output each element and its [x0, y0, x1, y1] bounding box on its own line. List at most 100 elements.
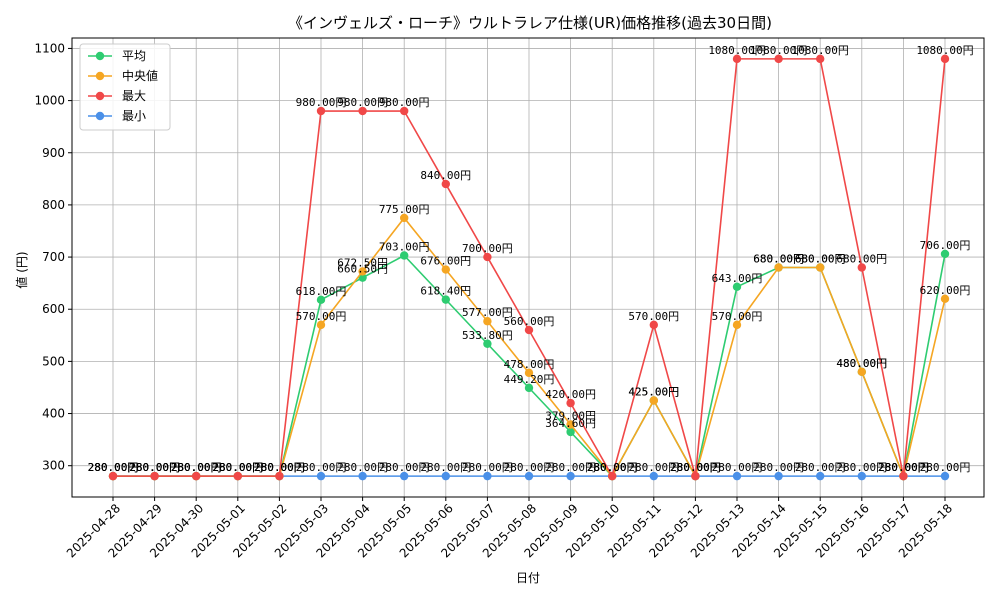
data-label: 280.00円 [212, 461, 263, 474]
data-label: 280.00円 [670, 461, 721, 474]
data-point [441, 265, 450, 274]
data-label: 280.00円 [337, 461, 388, 474]
data-point [441, 179, 450, 189]
legend-box [79, 43, 171, 131]
plot-frame [71, 37, 985, 498]
data-label: 420.00円 [545, 388, 596, 401]
y-tick-label: 700 [42, 250, 65, 264]
data-label: 533.80円 [462, 329, 513, 342]
y-tick-label: 800 [42, 198, 65, 212]
data-point [483, 471, 492, 481]
data-label: 280.00円 [587, 461, 638, 474]
data-label: 480.00円 [836, 357, 887, 370]
data-point [400, 471, 409, 481]
y-tick-label: 1100 [34, 41, 65, 55]
y-tick-label: 500 [42, 354, 65, 368]
data-point [649, 396, 658, 405]
data-point [816, 54, 825, 64]
data-label: 280.00円 [88, 461, 139, 474]
data-label: 680.00円 [836, 253, 887, 266]
data-label: 703.00円 [379, 241, 430, 254]
data-label: 280.00円 [254, 461, 305, 474]
data-label: 680.00円 [753, 253, 804, 266]
data-point [732, 54, 742, 64]
data-point [774, 471, 783, 481]
data-point [940, 54, 950, 64]
data-label: 706.00円 [920, 239, 971, 252]
data-label: 280.00円 [129, 461, 180, 474]
data-point [857, 367, 866, 377]
data-label: 280.00円 [129, 461, 180, 474]
data-label: 364.60円 [545, 417, 596, 430]
data-point [566, 398, 575, 408]
data-label: 700.00円 [462, 242, 513, 255]
y-tick-label: 600 [42, 302, 65, 316]
data-label: 643.00円 [712, 272, 763, 285]
data-labels: 280.00円280.00円280.00円280.00円280.00円280.0… [88, 44, 974, 474]
data-point [233, 471, 242, 481]
y-tick-label: 400 [42, 407, 65, 421]
data-label: 840.00円 [420, 169, 471, 182]
data-label: 280.00円 [670, 461, 721, 474]
data-label: 570.00円 [628, 310, 679, 323]
data-label: 280.00円 [129, 461, 180, 474]
data-label: 480.00円 [836, 357, 887, 370]
series-3 [108, 54, 950, 481]
data-point [691, 471, 700, 481]
data-label: 980.00円 [379, 96, 430, 109]
data-label: 379.00円 [545, 409, 596, 422]
data-label: 680.00円 [795, 253, 846, 266]
data-point [816, 263, 825, 272]
data-point [108, 471, 118, 481]
data-label: 618.40円 [420, 285, 471, 298]
data-label: 280.00円 [171, 461, 222, 474]
data-point [358, 106, 367, 116]
legend-label: 平均 [122, 49, 146, 63]
data-point [940, 471, 950, 481]
data-label: 280.00円 [878, 461, 929, 474]
data-point [524, 368, 534, 378]
data-label: 570.00円 [712, 310, 763, 323]
data-point [524, 325, 534, 335]
data-point [774, 54, 783, 64]
data-label: 577.00円 [462, 306, 513, 319]
data-label: 425.00円 [628, 386, 679, 399]
grid-lines [72, 38, 984, 497]
data-label: 280.00円 [171, 461, 222, 474]
data-point [316, 320, 326, 330]
data-label: 1080.00円 [916, 44, 973, 57]
data-label: 618.00円 [296, 285, 347, 298]
data-point [774, 263, 783, 272]
axes: 300400500600700800900100011002025-04-282… [34, 37, 985, 560]
data-label: 280.00円 [670, 461, 721, 474]
data-label: 280.00円 [795, 461, 846, 474]
data-label: 280.00円 [88, 461, 139, 474]
data-point [316, 471, 326, 481]
data-label: 280.00円 [254, 461, 305, 474]
data-point [150, 471, 159, 481]
data-point [649, 471, 658, 481]
data-label: 280.00円 [504, 461, 555, 474]
data-label: 680.00円 [753, 253, 804, 266]
data-point [524, 383, 534, 393]
data-label: 620.00円 [920, 284, 971, 297]
data-point [524, 471, 534, 481]
data-point [483, 339, 492, 348]
data-point [940, 294, 950, 303]
y-tick-label: 300 [42, 459, 65, 473]
data-point [441, 471, 450, 481]
legend-label: 中央値 [122, 68, 158, 83]
data-label: 280.00円 [878, 461, 929, 474]
chart-title: 《インヴェルズ・ローチ》ウルトラレア仕様(UR)価格推移(過去30日間) [288, 14, 772, 32]
legend-label: 最大 [122, 89, 146, 103]
series-layer [108, 54, 950, 481]
data-point [732, 282, 742, 291]
data-point [316, 106, 326, 116]
data-label: 1080.00円 [792, 44, 849, 57]
data-point [400, 106, 409, 116]
data-label: 280.00円 [587, 461, 638, 474]
data-label: 560.00円 [504, 315, 555, 328]
data-point [566, 471, 575, 481]
